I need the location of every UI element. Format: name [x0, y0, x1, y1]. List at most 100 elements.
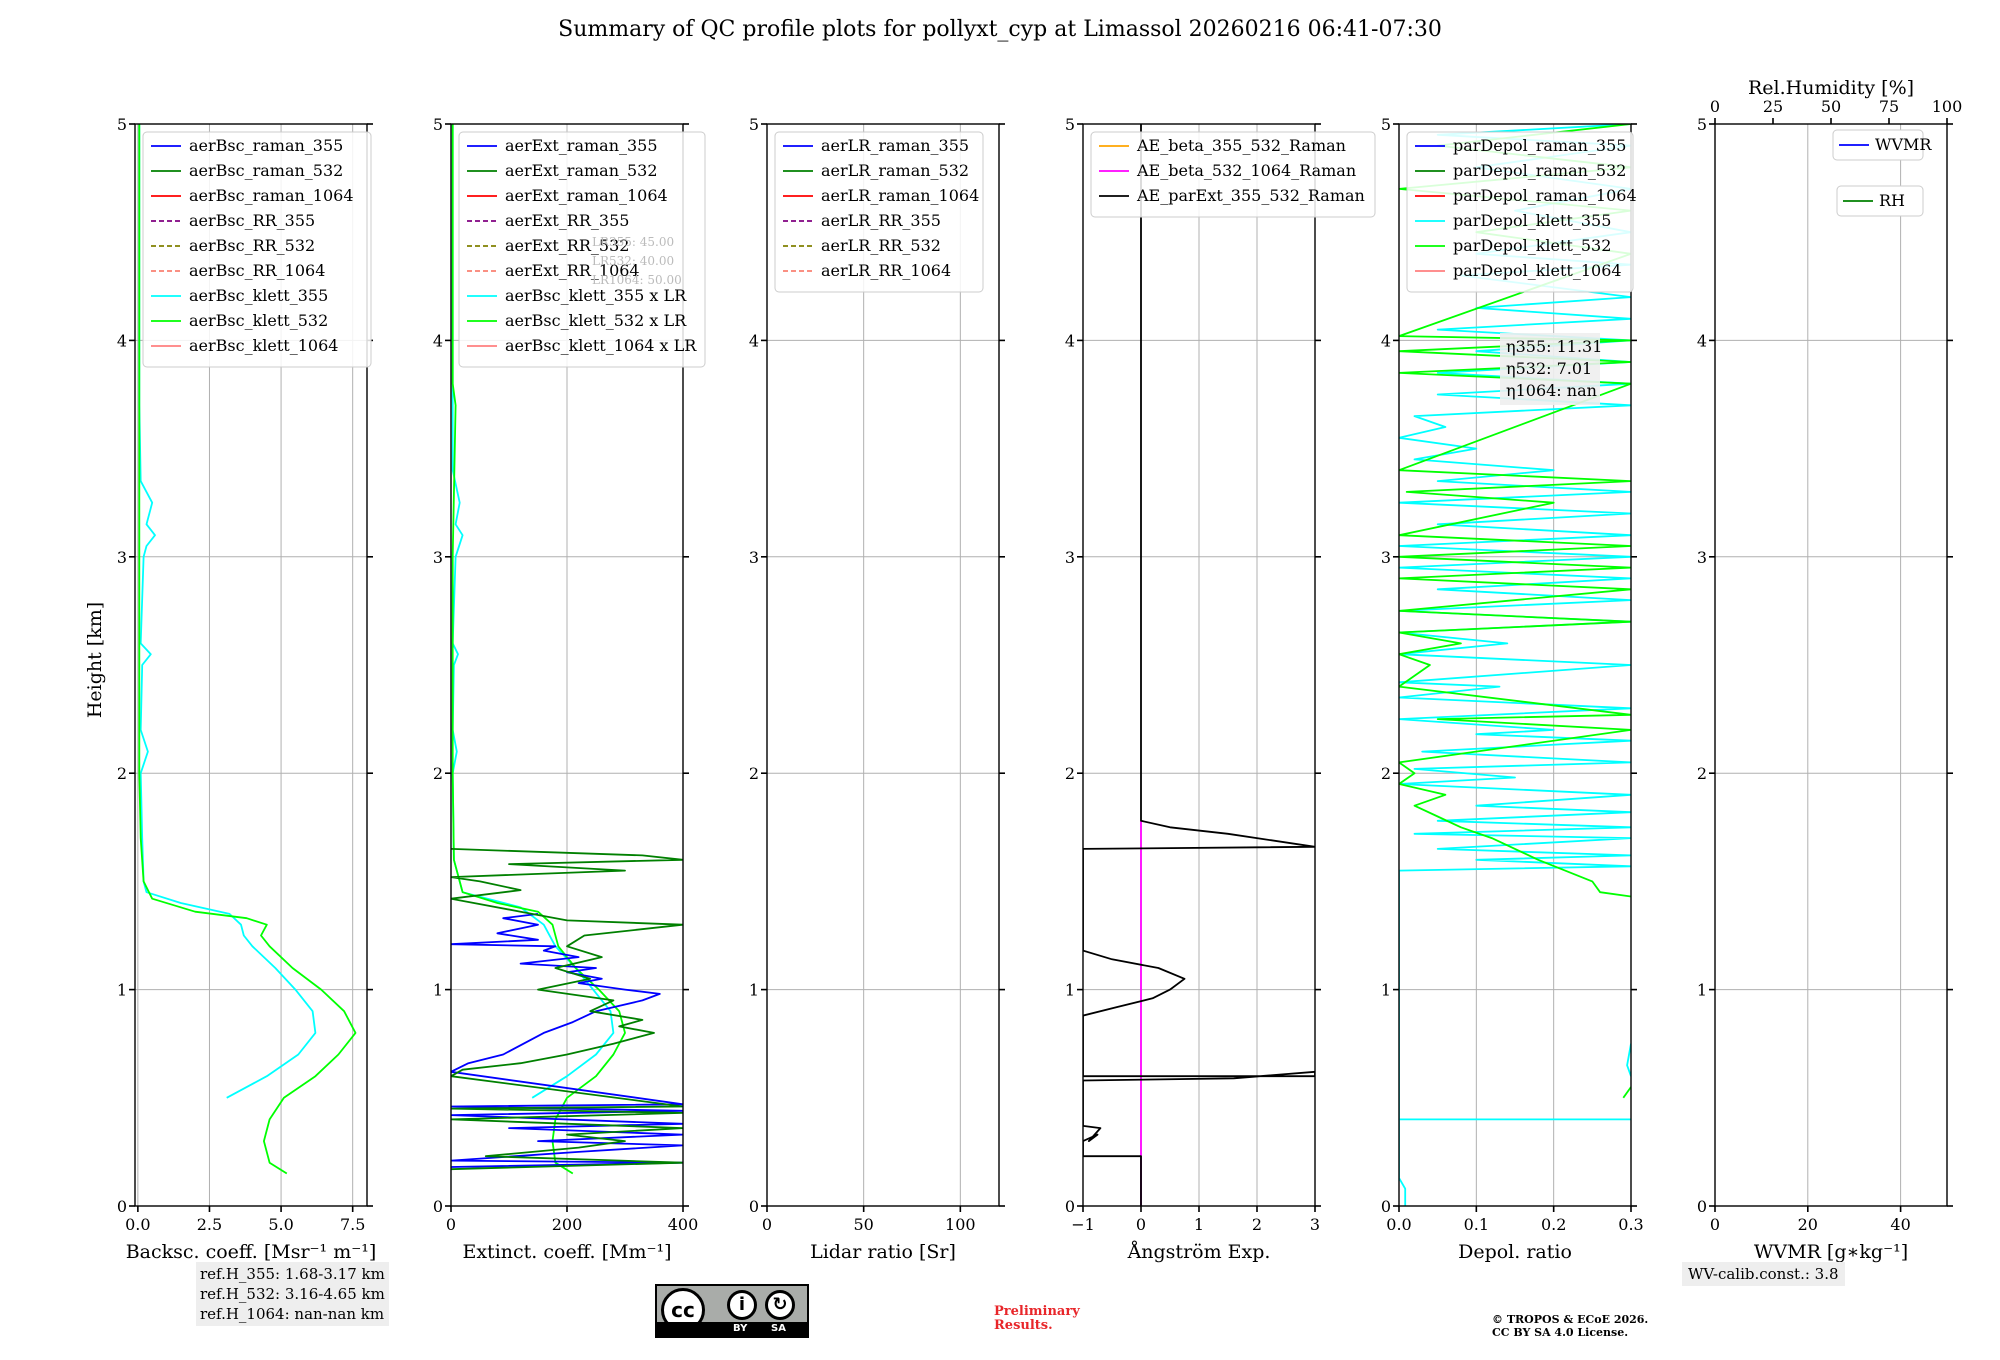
lidar-ratio-annotation: LR532: 40.00 [592, 254, 674, 268]
x-tick-label: 0 [762, 1215, 772, 1234]
x-tick-label: 2 [1252, 1215, 1262, 1234]
x-tick-label: 200 [552, 1215, 583, 1234]
x-tick-label: 0.1 [1464, 1215, 1489, 1234]
preliminary-line-1: Preliminary [994, 1304, 1080, 1319]
y-tick-label: 1 [117, 981, 127, 1000]
x-tick-label: 100 [945, 1215, 976, 1234]
legend-label: parDepol_raman_532 [1453, 161, 1626, 180]
attribution-icon: i [727, 1290, 757, 1320]
series-group [1399, 124, 1631, 1206]
top-tick-label: 25 [1763, 97, 1783, 116]
y-tick-label: 3 [1697, 548, 1707, 567]
top-axis-label: Rel.Humidity [%] [1748, 77, 1914, 99]
y-tick-label: 1 [1065, 981, 1075, 1000]
legend-label: aerLR_raman_1064 [821, 186, 979, 205]
legend-box [774, 131, 984, 293]
legend-label: aerExt_raman_355 [505, 136, 658, 155]
eta-annotation: η1064: nan [1506, 381, 1597, 400]
chart-panel-5: 0 1 2 3 4 5 0.0 0.1 0.2 0.3 Depol. ratio parDepol_r… [1381, 115, 1644, 1263]
legend-label: aerLR_RR_532 [821, 236, 941, 255]
legend-box [1836, 185, 1924, 217]
series-line [1083, 124, 1315, 1206]
copyright-notice: © TROPOS & ECoE 2026. CC BY SA 4.0 Licen… [1492, 1313, 1648, 1339]
x-tick-label: 2.5 [197, 1215, 222, 1234]
x-tick-label: 0.2 [1541, 1215, 1566, 1234]
legend-label: aerLR_raman_355 [821, 136, 969, 155]
reference-height-box: ref.H_355: 1.68-3.17 km ref.H_532: 3.16-… [196, 1262, 389, 1326]
preliminary-line-2: Results. [994, 1318, 1053, 1333]
legend-label: aerLR_raman_532 [821, 161, 969, 180]
y-tick-label: 4 [1065, 331, 1075, 350]
legend-label: aerBsc_klett_532 [189, 311, 328, 330]
legend-label: parDepol_klett_532 [1453, 236, 1611, 255]
y-tick-label: 1 [749, 981, 759, 1000]
series-line [138, 124, 317, 1099]
series-line [1399, 124, 1631, 1206]
chart-panel-1: 0 1 2 3 4 5 0.0 2.5 5.0 7.5 Backsc. coeff. [Msr⁻¹ … [117, 115, 376, 1263]
eta-annotation-box [1500, 333, 1600, 405]
y-tick-label: 3 [1381, 548, 1391, 567]
cc-license-badge: cc i ↻ BY SA [655, 1284, 809, 1338]
y-tick-label: 5 [1697, 115, 1707, 134]
legend-label: aerBsc_klett_1064 x LR [505, 336, 697, 355]
preliminary-notice: Preliminary Results. [994, 1305, 1080, 1333]
x-tick-label: 400 [668, 1215, 699, 1234]
y-tick-label: 3 [433, 548, 443, 567]
x-tick-label: 0 [1136, 1215, 1146, 1234]
x-axis-label: Extinct. coeff. [Mm⁻¹] [462, 1241, 671, 1263]
y-tick-label: 4 [433, 331, 443, 350]
y-tick-label: 0 [1381, 1197, 1391, 1216]
y-tick-label: 5 [433, 115, 443, 134]
y-tick-label: 3 [749, 548, 759, 567]
legend-label: aerBsc_klett_355 [189, 286, 328, 305]
series-line [1626, 1043, 1631, 1077]
y-axis-label: Height [km] [84, 602, 106, 718]
axes-frame [1714, 123, 1948, 1207]
legend-label: AE_beta_355_532_Raman [1136, 136, 1346, 155]
y-tick-label: 0 [117, 1197, 127, 1216]
y-tick-label: 0 [1697, 1197, 1707, 1216]
top-tick-label: 50 [1821, 97, 1841, 116]
legend-label: aerLR_RR_1064 [821, 261, 951, 280]
y-tick-label: 5 [1065, 115, 1075, 134]
by-label: BY [733, 1323, 748, 1334]
y-tick-label: 1 [1381, 981, 1391, 1000]
legend-label: aerExt_RR_1064 [505, 261, 640, 280]
ref-height-532: ref.H_532: 3.16-4.65 km [200, 1285, 385, 1303]
y-tick-label: 1 [433, 981, 443, 1000]
legend-label: aerBsc_RR_532 [189, 236, 315, 255]
legend-label: aerLR_RR_355 [821, 211, 941, 230]
y-tick-label: 1 [1697, 981, 1707, 1000]
x-axis-label: Lidar ratio [Sr] [810, 1241, 956, 1263]
axes-frame [1398, 123, 1632, 1207]
chart-panel-2: 0 1 2 3 4 5 0 200 400 Extinct. coeff. [Mm⁻¹] aerEx… [433, 115, 706, 1263]
x-tick-label: 3 [1310, 1215, 1320, 1234]
share-alike-icon: ↻ [765, 1290, 795, 1320]
y-tick-label: 3 [1065, 548, 1075, 567]
series-line [138, 124, 357, 1175]
x-tick-label: 1 [1194, 1215, 1204, 1234]
legend-label: parDepol_klett_355 [1453, 211, 1611, 230]
y-tick-label: 2 [1065, 764, 1075, 783]
x-axis-label: WVMR [g∗kg⁻¹] [1754, 1241, 1908, 1263]
legend-label: aerBsc_klett_355 x LR [505, 286, 687, 305]
legend-label: AE_parExt_355_532_Raman [1136, 186, 1365, 205]
y-tick-label: 0 [749, 1197, 759, 1216]
x-axis-label: Depol. ratio [1458, 1241, 1572, 1263]
legend-label: RH [1879, 191, 1905, 210]
ref-height-355: ref.H_355: 1.68-3.17 km [200, 1265, 385, 1283]
y-tick-label: 0 [433, 1197, 443, 1216]
x-tick-label: 40 [1890, 1215, 1910, 1234]
legend-label: aerBsc_klett_532 x LR [505, 311, 687, 330]
legend-label: aerBsc_raman_1064 [189, 186, 354, 205]
series-line [451, 913, 683, 1168]
legend-label: parDepol_raman_355 [1453, 136, 1626, 155]
legend-label: WVMR [1875, 135, 1932, 154]
y-tick-label: 4 [749, 331, 759, 350]
legend-box [1832, 129, 1924, 161]
axes-frame [134, 123, 368, 1207]
